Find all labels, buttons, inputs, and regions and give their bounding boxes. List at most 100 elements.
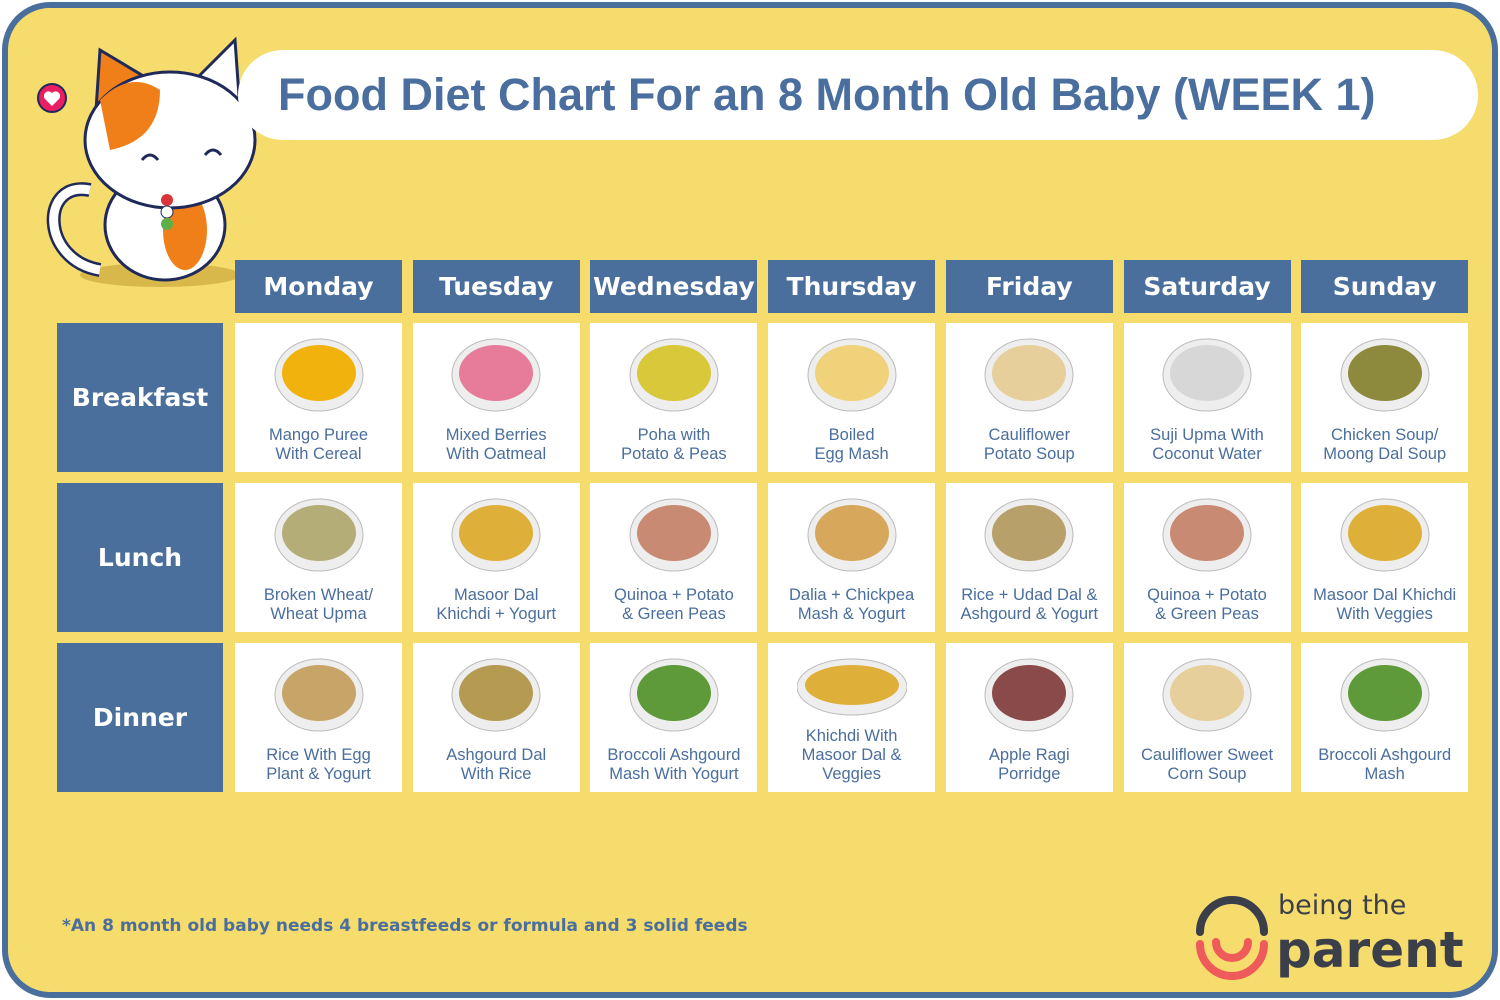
- meal-label-lunch: Lunch: [57, 483, 223, 632]
- food-image: [451, 658, 541, 732]
- meal-cell: Ashgourd Dal With Rice: [412, 643, 580, 792]
- footnote: *An 8 month old baby needs 4 breastfeeds…: [62, 916, 748, 936]
- food-image: [1340, 498, 1430, 572]
- food-name-line: Broken Wheat/: [263, 586, 374, 604]
- food-name-line: Mash & Yogurt: [797, 605, 906, 623]
- smile-logo-icon: [1196, 896, 1268, 980]
- food-name-line: Ashgourd & Yogurt: [960, 605, 1099, 623]
- food-name-line: Boiled: [828, 426, 875, 444]
- food-name: Masoor Dal Khichdi + Yogurt: [413, 586, 580, 624]
- meal-cell: Masoor Dal Khichdi + Yogurt: [412, 483, 580, 632]
- food-image: [629, 498, 719, 572]
- food-name-line: With Oatmeal: [446, 445, 547, 463]
- meal-cell: Suji Upma With Coconut Water: [1123, 323, 1291, 472]
- meal-cell: Broccoli Ashgourd Mash With Yogurt: [590, 643, 758, 792]
- food-name-line: Quinoa + Potato: [1147, 586, 1267, 604]
- day-header-sunday: Sunday: [1301, 260, 1469, 313]
- food-name: Broken Wheat/Wheat Upma: [235, 586, 402, 624]
- meal-cell: Cauliflower Sweet Corn Soup: [1123, 643, 1291, 792]
- food-image: [807, 338, 897, 412]
- meal-cell: Boiled Egg Mash: [768, 323, 936, 472]
- food-name-line: Khichdi + Yogurt: [436, 605, 557, 623]
- food-name: Rice With Egg Plant & Yogurt: [235, 746, 402, 784]
- food-name-line: Corn Soup: [1167, 765, 1247, 783]
- meal-cell: Chicken Soup/Moong Dal Soup: [1301, 323, 1469, 472]
- food-name: Mango Puree With Cereal: [235, 426, 402, 464]
- food-image: [984, 658, 1074, 732]
- food-name-line: Poha with: [637, 426, 711, 444]
- food-name-line: Ashgourd Dal: [446, 746, 547, 764]
- food-image: [629, 658, 719, 732]
- food-name-line: Khichdi With: [805, 727, 898, 745]
- food-name: Dalia + Chickpea Mash & Yogurt: [768, 586, 935, 624]
- food-name: Apple Ragi Porridge: [946, 746, 1113, 784]
- food-image: [274, 658, 363, 732]
- food-name-line: Egg Mash: [814, 445, 889, 463]
- food-name-line: Plant & Yogurt: [266, 765, 371, 783]
- food-name-line: Suji Upma With: [1150, 426, 1264, 444]
- meal-cell: Broken Wheat/Wheat Upma: [235, 483, 402, 632]
- meal-cell: Quinoa + Potato & Green Peas: [1123, 483, 1291, 632]
- food-name-line: Veggies: [822, 765, 881, 783]
- food-name: Rice + Udad Dal & Ashgourd & Yogurt: [946, 586, 1113, 624]
- food-name: Masoor Dal Khichdi With Veggies: [1301, 586, 1468, 624]
- food-name-line: Potato & Peas: [621, 445, 727, 463]
- food-name-line: Rice With Egg: [266, 746, 371, 764]
- food-name-line: & Green Peas: [622, 605, 726, 623]
- food-image: [1162, 338, 1252, 412]
- meal-cell: Rice With Egg Plant & Yogurt: [235, 643, 402, 792]
- food-name-line: Mixed Berries: [445, 426, 547, 444]
- food-name-line: Masoor Dal: [454, 586, 539, 604]
- food-name: Poha with Potato & Peas: [590, 426, 757, 464]
- food-name-line: Potato Soup: [983, 445, 1075, 463]
- food-name-line: Mash With Yogurt: [609, 765, 739, 783]
- food-image: [984, 498, 1074, 572]
- food-name-line: Cauliflower: [988, 426, 1071, 444]
- food-image: [451, 498, 541, 572]
- food-name-line: Rice + Udad Dal &: [961, 586, 1098, 604]
- food-name: Cauliflower Potato Soup: [946, 426, 1113, 464]
- food-name-line: Apple Ragi: [988, 746, 1070, 764]
- food-name-line: Broccoli Ashgourd: [607, 746, 741, 764]
- food-image: [1340, 658, 1430, 732]
- food-name-line: Cauliflower Sweet: [1140, 746, 1274, 764]
- meal-cell: Mixed Berries With Oatmeal: [412, 323, 580, 472]
- food-name-line: With Veggies: [1336, 605, 1433, 623]
- cat-mascot-illustration: [37, 36, 257, 287]
- food-name-line: With Cereal: [275, 445, 362, 463]
- food-name-line: & Green Peas: [1155, 605, 1259, 623]
- food-image: [274, 498, 363, 572]
- food-name-line: Masoor Dal &: [801, 746, 902, 764]
- day-header-monday: Monday: [235, 260, 402, 313]
- food-name: Ashgourd Dal With Rice: [413, 746, 580, 784]
- food-name-line: Quinoa + Potato: [614, 586, 734, 604]
- food-name-line: Broccoli Ashgourd: [1318, 746, 1452, 764]
- day-header-thursday: Thursday: [768, 260, 936, 313]
- food-image: [451, 338, 541, 412]
- food-image: [1340, 338, 1430, 412]
- food-image: [629, 338, 719, 412]
- food-name-line: Mango Puree: [268, 426, 369, 444]
- food-image: [807, 498, 897, 572]
- meal-cell: Poha with Potato & Peas: [590, 323, 758, 472]
- food-image: [796, 658, 907, 716]
- meal-label-dinner: Dinner: [57, 643, 223, 792]
- food-name: Khichdi With Masoor Dal & Veggies: [768, 727, 935, 784]
- food-name-line: Masoor Dal Khichdi: [1313, 586, 1457, 604]
- food-name: Mixed Berries With Oatmeal: [413, 426, 580, 464]
- logo-text-line1: being the: [1278, 890, 1407, 921]
- food-name: Suji Upma With Coconut Water: [1124, 426, 1291, 464]
- day-header-wednesday: Wednesday: [590, 260, 758, 313]
- meal-cell: Dalia + Chickpea Mash & Yogurt: [768, 483, 936, 632]
- food-name-line: Coconut Water: [1152, 445, 1262, 463]
- day-header-saturday: Saturday: [1123, 260, 1291, 313]
- food-name: Cauliflower Sweet Corn Soup: [1124, 746, 1291, 784]
- food-name-line: Porridge: [998, 765, 1061, 783]
- day-header-friday: Friday: [945, 260, 1113, 313]
- food-name-line: Chicken Soup/: [1331, 426, 1439, 444]
- page-title: Food Diet Chart For an 8 Month Old Baby …: [278, 69, 1376, 120]
- meal-cell: Apple Ragi Porridge: [945, 643, 1113, 792]
- meal-cell: Masoor Dal Khichdi With Veggies: [1301, 483, 1469, 632]
- food-name: Chicken Soup/Moong Dal Soup: [1301, 426, 1468, 464]
- food-image: [1162, 498, 1252, 572]
